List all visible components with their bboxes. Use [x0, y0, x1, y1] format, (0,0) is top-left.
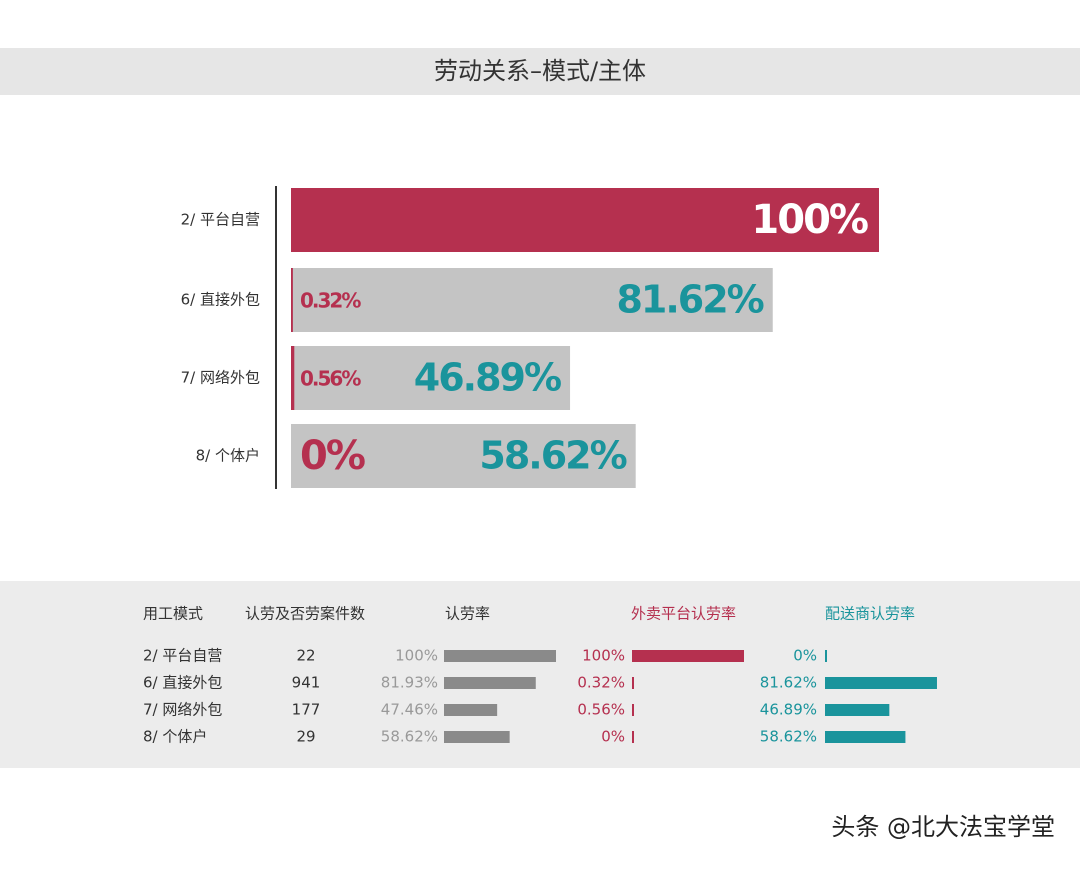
- table-bar: [632, 677, 634, 689]
- table-category: 6/ 直接外包: [143, 674, 222, 692]
- table-value: 0%: [601, 728, 625, 746]
- table-category: 2/ 平台自营: [143, 647, 222, 665]
- value-label: 81.62%: [616, 278, 763, 322]
- table-bar: [444, 650, 556, 662]
- value-label: 46.89%: [414, 356, 561, 400]
- table-bar: [825, 650, 827, 662]
- chart-title: 劳动关系–模式/主体: [434, 57, 646, 85]
- table-header: 认劳率: [445, 605, 490, 623]
- category-label: 6/ 直接外包: [181, 291, 260, 309]
- table-value: 58.62%: [381, 728, 438, 746]
- table-bar: [632, 650, 744, 662]
- table-header: 外卖平台认劳率: [631, 605, 736, 623]
- table-cases: 22: [296, 647, 315, 665]
- watermark: 头条 @北大法宝学堂: [831, 813, 1055, 841]
- category-label: 2/ 平台自营: [181, 211, 260, 229]
- bar-total: [291, 268, 773, 332]
- table-value: 46.89%: [760, 701, 817, 719]
- table-value: 58.62%: [760, 728, 817, 746]
- table-header: 认劳及否劳案件数: [245, 605, 365, 623]
- table-category: 8/ 个体户: [143, 728, 207, 746]
- value-label: 58.62%: [479, 434, 626, 478]
- table-bar: [825, 677, 937, 689]
- table-category: 7/ 网络外包: [143, 701, 222, 719]
- table-value: 0.32%: [577, 674, 625, 692]
- value-label: 0.32%: [300, 289, 361, 313]
- bar-platform: [291, 188, 879, 252]
- value-label: 0%: [300, 433, 365, 479]
- bar-platform: [291, 268, 293, 332]
- table-value: 0.56%: [577, 701, 625, 719]
- title-band: [0, 48, 1080, 95]
- table-bar: [444, 731, 510, 743]
- category-label: 8/ 个体户: [196, 447, 260, 465]
- table-value: 81.93%: [381, 674, 438, 692]
- table-bar: [444, 677, 536, 689]
- table-bar: [632, 731, 634, 743]
- bar-total: [291, 346, 571, 410]
- table-bar: [825, 704, 890, 716]
- bar-total: [291, 424, 636, 488]
- table-cases: 941: [292, 674, 321, 692]
- value-label: 0.56%: [300, 367, 361, 391]
- table-bar: [825, 731, 906, 743]
- table-value: 100%: [395, 647, 438, 665]
- value-label: 100%: [751, 197, 867, 243]
- table-bar: [444, 704, 498, 716]
- table-value: 100%: [582, 647, 625, 665]
- table-value: 0%: [793, 647, 817, 665]
- bar-platform: [291, 346, 295, 410]
- table-bar: [632, 704, 634, 716]
- table-value: 47.46%: [381, 701, 438, 719]
- table-header: 用工模式: [143, 605, 203, 623]
- table-value: 81.62%: [760, 674, 817, 692]
- category-label: 7/ 网络外包: [181, 369, 260, 387]
- table-cases: 177: [292, 701, 321, 719]
- table-cases: 29: [296, 728, 315, 746]
- table-header: 配送商认劳率: [825, 605, 915, 623]
